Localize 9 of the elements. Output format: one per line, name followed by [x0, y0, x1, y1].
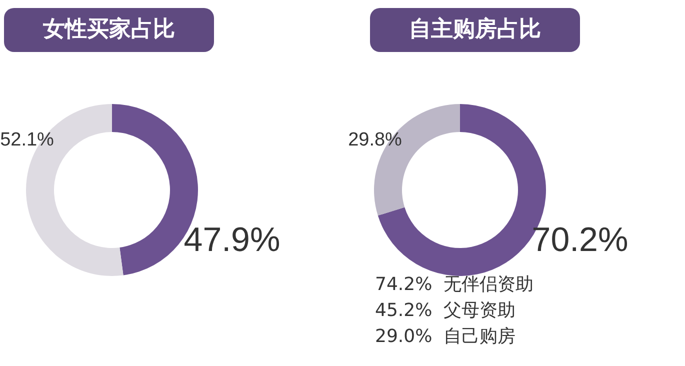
chart-title: 女性买家占比	[4, 8, 214, 52]
data-label: 29.8%	[348, 130, 402, 150]
text: 29.0% 自己购房	[375, 326, 516, 347]
data-label: 52.1%	[0, 130, 54, 150]
chart-title: 自主购房占比	[370, 8, 580, 52]
data-label: 47.9%	[184, 221, 280, 259]
data-label: 70.2%	[532, 221, 628, 259]
text: 74.2% 无伴侣资助	[375, 274, 534, 295]
text: 45.2% 父母资助	[375, 300, 516, 321]
